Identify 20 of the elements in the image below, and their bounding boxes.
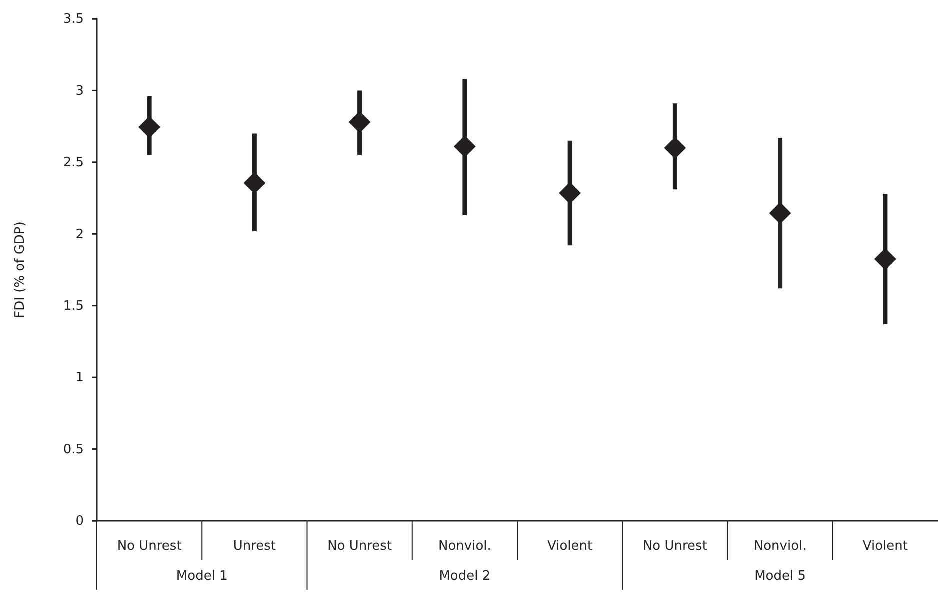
y-tick-label: 2.5 — [63, 156, 84, 171]
text: Model 2 — [439, 569, 491, 584]
y-axis-title: FDI (% of GDP) — [13, 222, 28, 318]
y-tick-label: 0 — [76, 514, 84, 530]
x-tick-label: Violent — [548, 539, 593, 554]
x-tick-label: No Unrest — [328, 539, 392, 554]
x-tick-label: Unrest — [233, 539, 276, 554]
x-tick-label: Violent — [862, 539, 908, 554]
text: Model 1 — [176, 569, 228, 584]
y-tick-label: 3.5 — [63, 12, 84, 28]
y-tick-label: 3 — [76, 84, 84, 99]
y-tick-label: 0.5 — [63, 442, 84, 458]
x-tick-label: Nonviol. — [754, 539, 807, 554]
text: Model 5 — [754, 569, 806, 584]
x-tick-label: No Unrest — [642, 539, 708, 554]
y-tick-label: 1.5 — [63, 299, 84, 314]
y-tick-label: 1 — [76, 370, 84, 386]
y-tick-label: 2 — [76, 227, 84, 242]
x-tick-label: No Unrest — [117, 539, 182, 554]
x-tick-label: Nonviol. — [438, 539, 492, 554]
